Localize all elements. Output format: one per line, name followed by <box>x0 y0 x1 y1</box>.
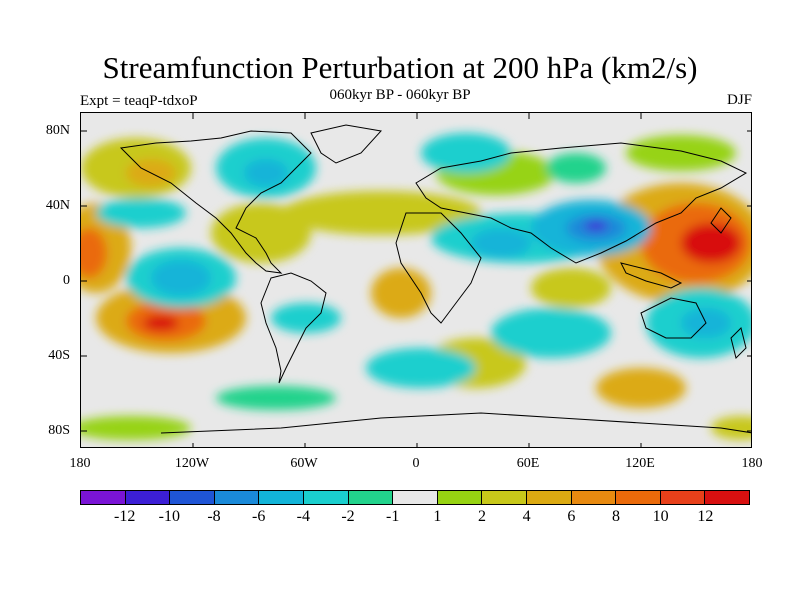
colorbar-label: 2 <box>478 508 486 525</box>
colorbar-label: -12 <box>113 508 136 525</box>
colorbar-swatch <box>705 491 749 504</box>
colorbar-swatch <box>482 491 527 504</box>
colorbar-swatch <box>616 491 661 504</box>
colorbar-label: -1 <box>385 508 400 525</box>
colorbar <box>80 490 750 505</box>
colorbar-label: -4 <box>296 508 310 525</box>
colorbar-swatch <box>303 491 349 504</box>
lon-label-60w: 60W <box>290 456 318 471</box>
colorbar-label: 8 <box>612 508 620 525</box>
experiment-label: Expt = teaqP-tdxoP <box>80 93 198 109</box>
lon-label-120e: 120E <box>625 456 655 471</box>
colorbar-label: -2 <box>341 508 355 525</box>
lon-label-60e: 60E <box>516 456 540 471</box>
lat-label-0: 0 <box>63 273 70 288</box>
lat-label-80n: 80N <box>45 123 70 138</box>
axis-ticks-inner <box>81 113 751 447</box>
season-label: DJF <box>726 92 752 108</box>
colorbar-swatch <box>571 491 617 504</box>
map-svg <box>81 113 751 447</box>
coastlines <box>119 124 751 434</box>
lat-label-80s: 80S <box>48 423 70 438</box>
colorbar-swatch <box>393 491 438 504</box>
colorbar-label: 12 <box>697 508 714 525</box>
plot-title: Streamfunction Perturbation at 200 hPa (… <box>102 50 698 85</box>
colorbar-swatch <box>660 491 706 504</box>
colorbar-label: 1 <box>433 508 442 525</box>
period-label: 060kyr BP - 060kyr BP <box>329 87 471 103</box>
colorbar-label: 6 <box>567 508 576 525</box>
map-panel <box>80 112 752 448</box>
lat-label-40n: 40N <box>45 198 70 213</box>
colorbar-swatch <box>214 491 260 504</box>
lon-label-180e: 180 <box>741 456 763 471</box>
colorbar-label: -10 <box>158 508 180 525</box>
colorbar-swatch <box>170 491 215 504</box>
colorbar-swatch <box>437 491 483 504</box>
contour-field <box>81 133 751 440</box>
colorbar-swatch <box>348 491 394 504</box>
lon-label-180w: 180 <box>69 456 91 471</box>
colorbar-label: -6 <box>251 508 266 525</box>
colorbar-swatch <box>125 491 171 504</box>
colorbar-label: -8 <box>207 508 221 525</box>
lat-label-40s: 40S <box>48 348 70 363</box>
colorbar-swatch <box>526 491 572 504</box>
colorbar-swatch <box>81 491 126 504</box>
colorbar-label: 10 <box>652 508 669 525</box>
colorbar-label: 4 <box>522 508 531 525</box>
colorbar-swatch <box>259 491 304 504</box>
lon-label-120w: 120W <box>174 456 210 471</box>
lon-label-0: 0 <box>412 456 420 471</box>
